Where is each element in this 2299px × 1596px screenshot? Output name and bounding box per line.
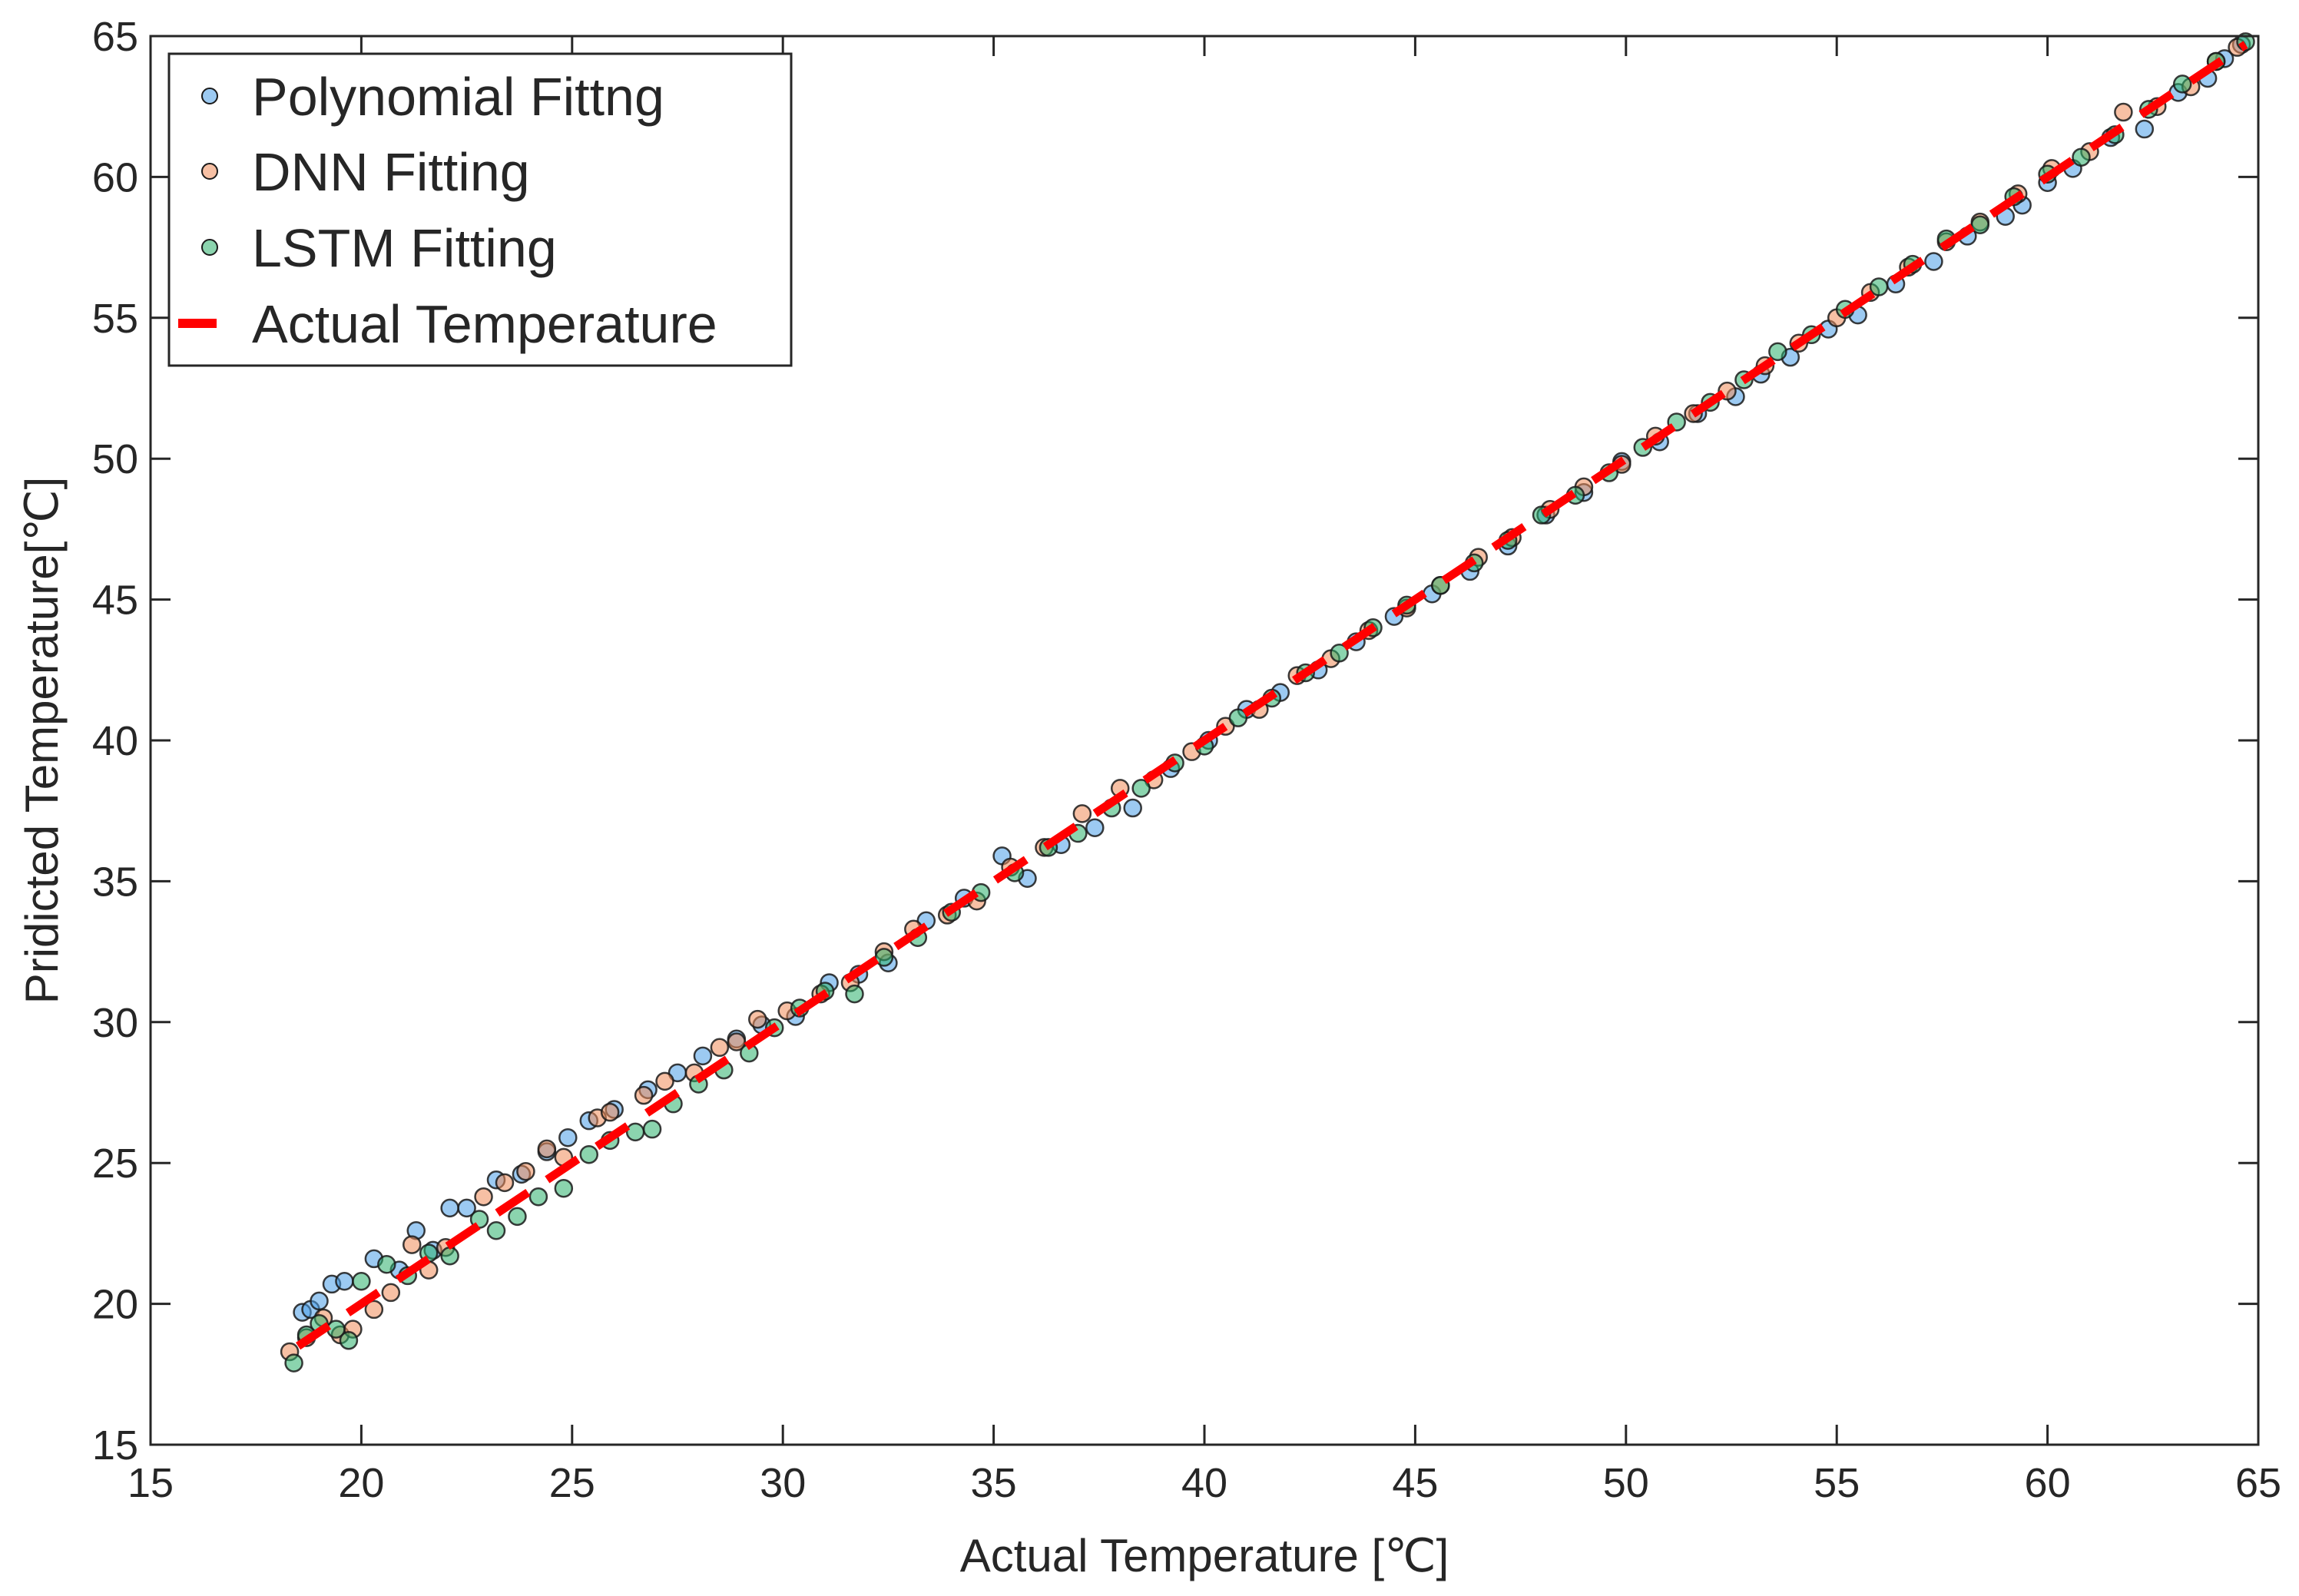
data-point xyxy=(495,1173,515,1193)
legend-label-polynomial: Polynomial Fittng xyxy=(252,67,664,127)
data-point xyxy=(625,1122,645,1142)
data-point xyxy=(528,1187,548,1207)
x-tick-label: 25 xyxy=(549,1460,595,1506)
y-tick-label: 25 xyxy=(92,1141,138,1187)
data-point xyxy=(748,1009,767,1029)
x-tick-label: 15 xyxy=(128,1460,174,1506)
x-axis-label: Actual Temperature [℃] xyxy=(960,1530,1449,1581)
legend-marker-polynomial xyxy=(201,88,218,104)
legend: Polynomial Fittng DNN Fitting LSTM Fitti… xyxy=(167,52,793,367)
legend-box xyxy=(167,52,793,367)
data-point xyxy=(1072,804,1092,823)
data-point xyxy=(339,1331,359,1350)
series-layer xyxy=(280,32,2255,1372)
data-point xyxy=(579,1144,599,1164)
data-point xyxy=(1131,779,1151,798)
data-point xyxy=(2114,102,2133,122)
data-point xyxy=(874,948,894,967)
series-actual-temperature xyxy=(296,41,2248,1350)
data-point xyxy=(1869,277,1889,296)
data-point xyxy=(516,1161,535,1181)
data-point xyxy=(2135,119,2155,139)
data-point xyxy=(440,1198,459,1218)
x-tick-label: 50 xyxy=(1603,1460,1649,1506)
data-point xyxy=(1228,708,1248,727)
y-tick-label: 50 xyxy=(92,436,138,482)
data-point xyxy=(440,1246,459,1266)
data-point xyxy=(310,1291,329,1311)
x-tick-label: 20 xyxy=(338,1460,384,1506)
data-point xyxy=(710,1038,730,1058)
data-point xyxy=(845,984,864,1004)
y-tick-label: 55 xyxy=(92,296,138,342)
data-point xyxy=(693,1046,713,1066)
legend-label-actual: Actual Temperature xyxy=(252,294,717,354)
data-point xyxy=(1768,342,1787,362)
actual-temperature-line xyxy=(296,41,2248,1350)
data-point xyxy=(558,1127,578,1147)
data-point xyxy=(474,1187,493,1207)
y-tick-label: 45 xyxy=(92,578,138,624)
y-tick-label: 40 xyxy=(92,718,138,764)
data-point xyxy=(457,1198,476,1218)
y-tick-label: 65 xyxy=(92,14,138,60)
data-point xyxy=(537,1139,557,1159)
x-tick-label: 35 xyxy=(971,1460,1017,1506)
x-tick-label: 40 xyxy=(1181,1460,1227,1506)
data-point xyxy=(655,1071,674,1091)
data-point xyxy=(335,1272,354,1291)
x-tick-label: 30 xyxy=(760,1460,806,1506)
data-point xyxy=(1330,644,1349,663)
x-tick-label: 60 xyxy=(2025,1460,2071,1506)
data-point xyxy=(642,1119,662,1139)
data-point xyxy=(402,1235,422,1254)
data-point xyxy=(2172,75,2192,94)
legend-marker-dnn xyxy=(201,163,218,180)
x-tick-label: 55 xyxy=(1814,1460,1860,1506)
data-point xyxy=(508,1207,527,1227)
y-tick-label: 30 xyxy=(92,1000,138,1046)
data-point xyxy=(1924,252,1943,271)
legend-label-dnn: DNN Fitting xyxy=(252,142,530,202)
y-tick-label: 35 xyxy=(92,859,138,905)
data-point xyxy=(377,1254,396,1274)
data-point xyxy=(600,1102,620,1122)
data-point xyxy=(364,1300,384,1320)
data-point xyxy=(1085,818,1105,837)
data-point xyxy=(352,1272,371,1291)
data-point xyxy=(1123,798,1142,818)
data-point xyxy=(2072,147,2091,167)
data-point xyxy=(634,1085,654,1105)
y-tick-label: 20 xyxy=(92,1282,138,1328)
y-axis-label: Pridicted Temperature[℃] xyxy=(16,477,68,1005)
data-point xyxy=(554,1178,574,1198)
data-point xyxy=(284,1353,303,1372)
y-tick-label: 60 xyxy=(92,154,138,200)
data-point xyxy=(727,1032,747,1051)
data-point xyxy=(486,1220,506,1240)
ticks-layer: 15 20 25 30 35 40 45 50 55 60 65 15 20 25 30 35 40 45 50 55… xyxy=(92,14,2281,1506)
data-point xyxy=(381,1283,401,1303)
x-tick-label: 45 xyxy=(1392,1460,1438,1506)
x-tick-label: 65 xyxy=(2235,1460,2281,1506)
y-tick-label: 15 xyxy=(92,1422,138,1469)
legend-label-lstm: LSTM Fitting xyxy=(252,218,557,278)
data-point xyxy=(1970,215,1990,235)
legend-marker-lstm xyxy=(201,239,218,256)
